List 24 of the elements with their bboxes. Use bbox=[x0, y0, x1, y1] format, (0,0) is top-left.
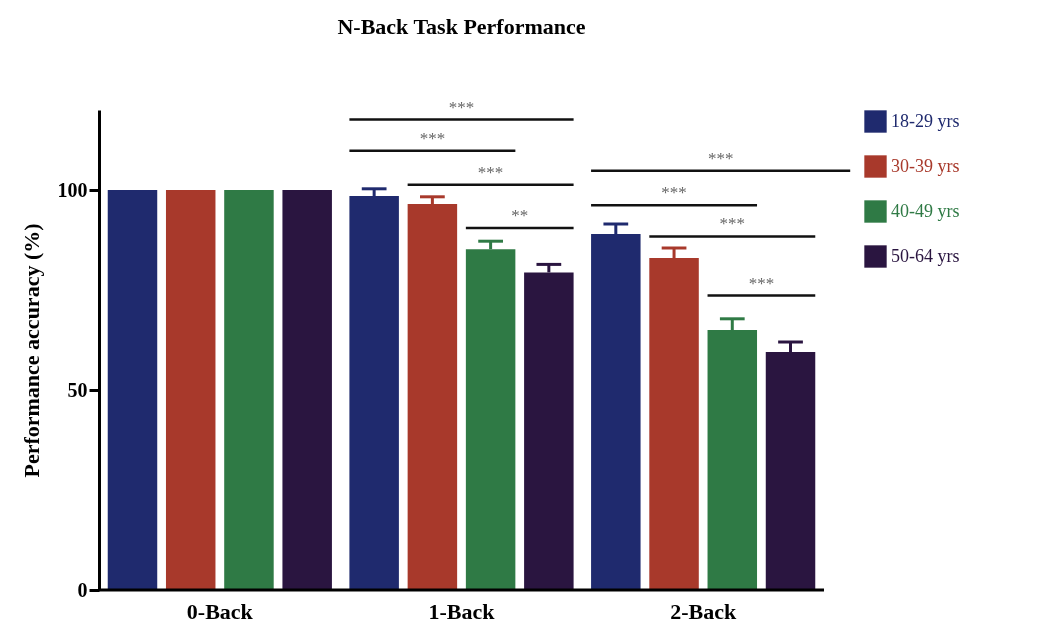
annotation: *** bbox=[661, 183, 687, 203]
legend-label: 18-29 yrs bbox=[891, 110, 960, 131]
annotation: ** bbox=[511, 206, 529, 225]
legend-label: 30-39 yrs bbox=[891, 155, 960, 176]
bar bbox=[107, 190, 158, 590]
x-tick-label: 2-Back bbox=[670, 599, 737, 624]
annotation: *** bbox=[707, 148, 734, 168]
annotation: *** bbox=[748, 273, 775, 293]
bar bbox=[224, 190, 274, 590]
x-tick-label: 1-Back bbox=[428, 599, 496, 624]
x-tick-label: 0-Back bbox=[186, 599, 254, 624]
y-tick-label: 50 bbox=[67, 378, 88, 401]
bar bbox=[165, 190, 216, 590]
y-axis-title: Performance accuracy (%) bbox=[18, 223, 44, 478]
annotation: *** bbox=[419, 128, 446, 148]
legend-label: 40-49 yrs bbox=[891, 200, 960, 221]
legend-label: 50-64 yrs bbox=[891, 245, 960, 266]
annotation: *** bbox=[477, 162, 504, 182]
annotation: *** bbox=[448, 97, 475, 117]
bar bbox=[282, 190, 332, 590]
y-tick-label: 0 bbox=[77, 578, 88, 601]
y-tick-label: 100 bbox=[57, 178, 88, 201]
annotation: *** bbox=[719, 214, 746, 234]
chart-title: N-Back Task Performance bbox=[337, 13, 586, 39]
